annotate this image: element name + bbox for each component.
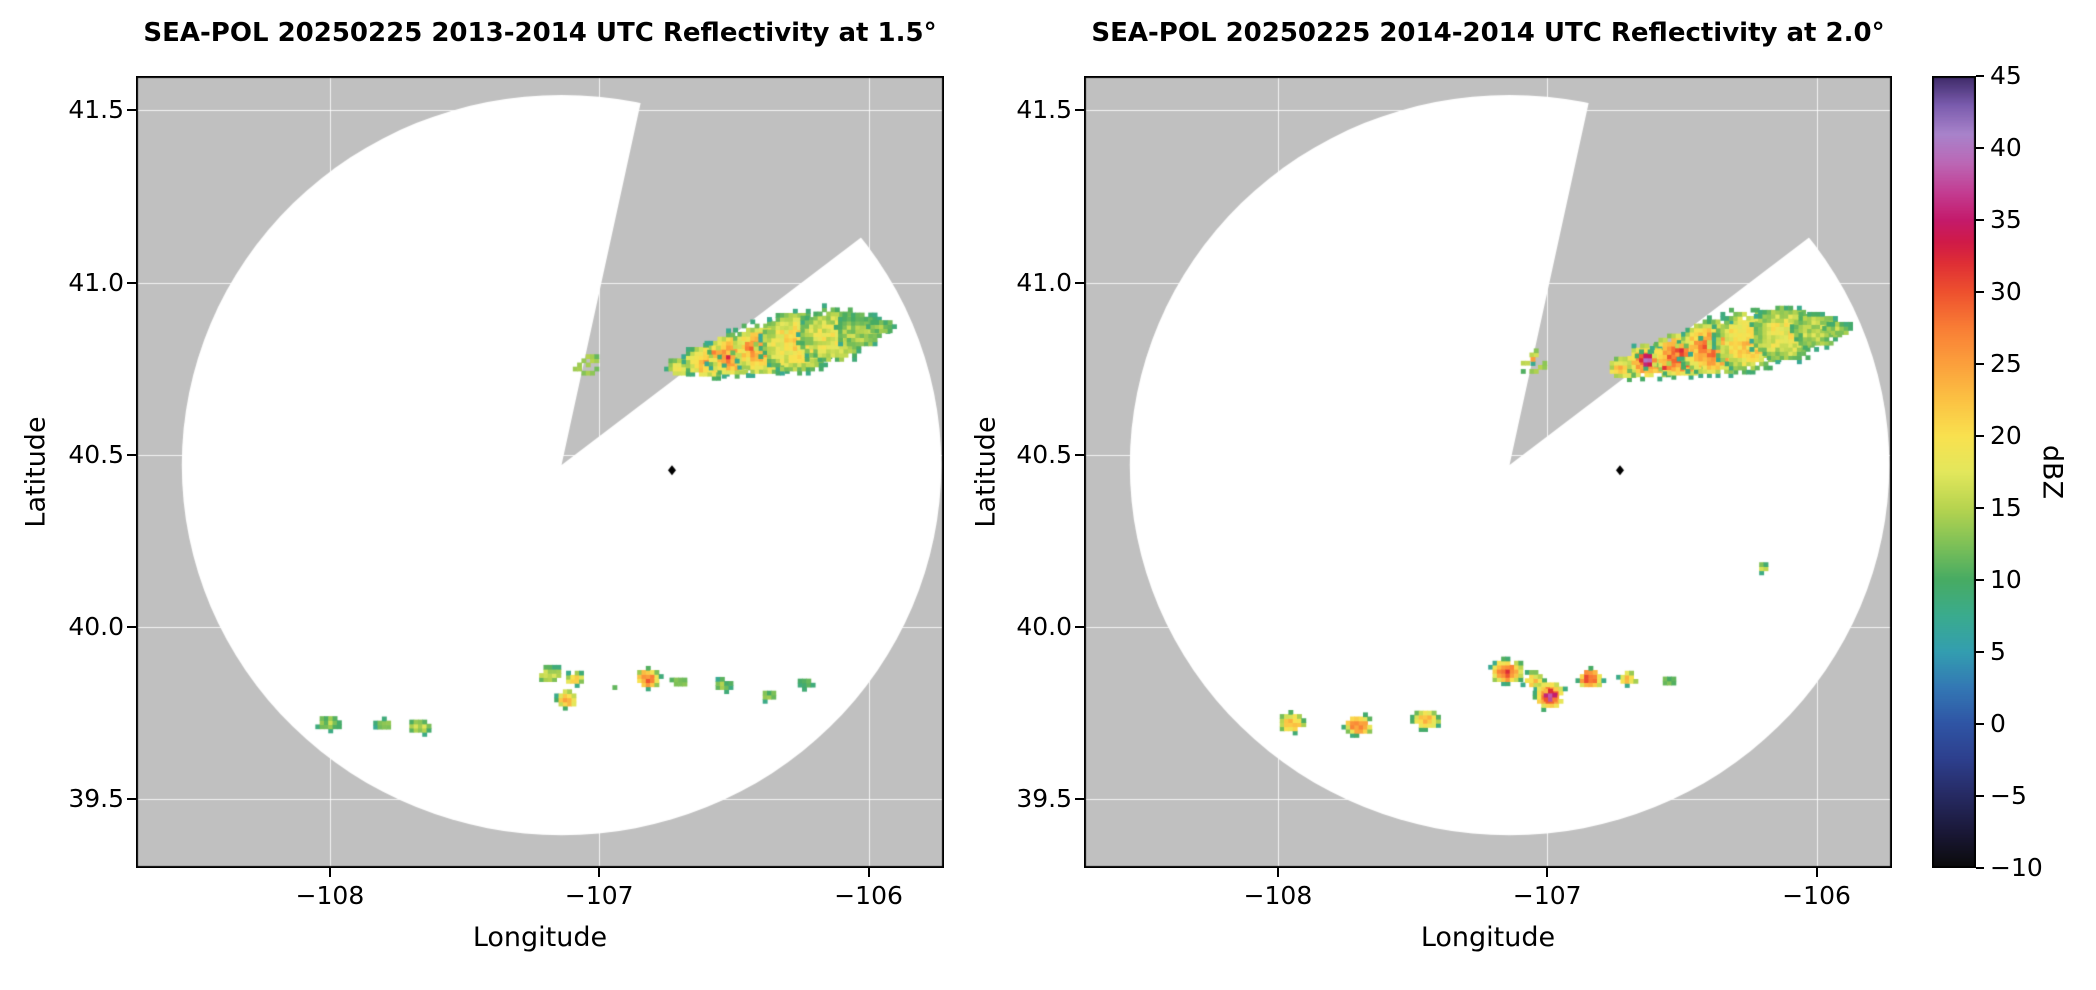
x-tick-label: −108	[1243, 881, 1313, 910]
colorbar-tick-label: 20	[1990, 421, 2022, 450]
x-tick-label: −107	[564, 881, 634, 910]
y-tick-mark	[1075, 625, 1084, 628]
y-axis-label-left: Latitude	[20, 416, 52, 528]
x-tick-mark	[1815, 868, 1818, 877]
colorbar-tick-mark	[1976, 507, 1984, 509]
colorbar-tick-mark	[1976, 147, 1984, 149]
colorbar-tick-mark	[1976, 291, 1984, 293]
y-tick-mark	[127, 109, 136, 112]
colorbar-tick-mark	[1976, 219, 1984, 221]
y-tick-label: 40.5	[1016, 439, 1072, 469]
y-tick-label: 40.0	[68, 611, 124, 641]
x-tick-label: −106	[834, 881, 903, 910]
y-tick-mark	[1075, 281, 1084, 284]
colorbar-tick-label: 25	[1990, 349, 2022, 378]
y-tick-label: 39.5	[68, 784, 124, 814]
y-tick-label: 41.5	[68, 95, 124, 125]
colorbar-gradient	[1932, 76, 1976, 868]
y-tick-mark	[127, 281, 136, 284]
x-tick-mark	[867, 868, 870, 877]
colorbar-tick-mark	[1976, 651, 1984, 653]
x-tick-mark	[598, 868, 601, 877]
y-tick-mark	[1075, 798, 1084, 801]
x-axis-label-right: Longitude	[1420, 922, 1556, 953]
y-tick-mark	[127, 625, 136, 628]
colorbar-tick-mark	[1976, 795, 1984, 797]
y-tick-label: 39.5	[1016, 784, 1072, 814]
colorbar-tick-label: 0	[1990, 709, 2006, 738]
colorbar-tick-label: 35	[1990, 205, 2022, 234]
colorbar-tick-label: 40	[1990, 133, 2022, 162]
y-tick-label: 40.0	[1016, 611, 1072, 641]
y-tick-mark	[127, 453, 136, 456]
y-tick-mark	[1075, 109, 1084, 112]
panel-title-right: SEA-POL 20250225 2014-2014 UTC Reflectiv…	[1091, 18, 1885, 48]
y-tick-label: 41.0	[68, 267, 124, 297]
y-tick-mark	[1075, 453, 1084, 456]
colorbar-tick-mark	[1976, 75, 1984, 77]
colorbar-tick-label: −10	[1990, 853, 2043, 882]
y-tick-label: 40.5	[68, 439, 124, 469]
colorbar-tick-label: 10	[1990, 565, 2022, 594]
colorbar-tick-mark	[1976, 867, 1984, 869]
colorbar-tick-label: 45	[1990, 61, 2022, 90]
colorbar-tick-label: 30	[1990, 277, 2022, 306]
colorbar-tick-mark	[1976, 723, 1984, 725]
colorbar-tick-mark	[1976, 435, 1984, 437]
panel-title-left: SEA-POL 20250225 2013-2014 UTC Reflectiv…	[143, 18, 937, 48]
y-tick-label: 41.0	[1016, 267, 1072, 297]
colorbar-tick-label: 5	[1990, 637, 2006, 666]
colorbar-tick-label: −5	[1990, 781, 2027, 810]
y-tick-label: 41.5	[1016, 95, 1072, 125]
x-tick-label: −107	[1512, 881, 1582, 910]
x-axis-label-left: Longitude	[472, 922, 608, 953]
colorbar-tick-label: 15	[1990, 493, 2022, 522]
colorbar-tick-mark	[1976, 363, 1984, 365]
x-tick-label: −106	[1782, 881, 1851, 910]
y-tick-mark	[127, 798, 136, 801]
colorbar-tick-mark	[1976, 579, 1984, 581]
y-axis-label-right: Latitude	[970, 416, 1002, 528]
colorbar-unit-label: dBZ	[2036, 444, 2068, 500]
radar-ppi-canvas-right	[1084, 76, 1892, 868]
radar-ppi-canvas-left	[136, 76, 944, 868]
x-tick-label: −108	[295, 881, 365, 910]
x-tick-mark	[328, 868, 331, 877]
x-tick-mark	[1276, 868, 1279, 877]
x-tick-mark	[1546, 868, 1549, 877]
